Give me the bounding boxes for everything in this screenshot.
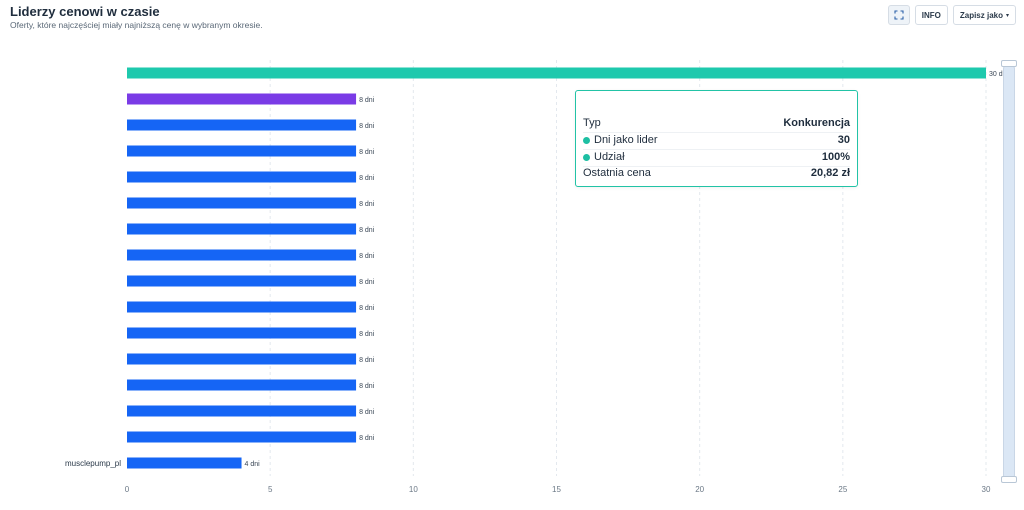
tooltip-row-value: 30 [837,134,850,146]
tooltip-separator [583,149,850,150]
bar[interactable] [127,145,357,157]
bar-value-label: 4 dni [245,461,261,468]
bar-value-label: 8 dni [359,435,375,442]
tooltip-row-label: Udział [583,151,625,163]
bar[interactable] [127,405,357,417]
bar-value-label: 8 dni [359,175,375,182]
bar-value-label: 8 dni [359,253,375,260]
tooltip-row-value: Konkurencja [783,117,850,129]
tooltip-separator [583,166,850,167]
bar[interactable] [127,171,357,183]
x-tick-label: 10 [409,485,418,494]
bar[interactable] [127,197,357,209]
tooltip-row-value: 100% [821,151,850,163]
tooltip-row: Udział 100% [583,149,850,165]
x-tick-label: 30 [982,485,991,494]
bar-value-label: 8 dni [359,279,375,286]
bar[interactable] [127,457,242,469]
tooltip-row: Dni jako lider 30 [583,132,850,148]
tooltip-row-label: Dni jako lider [583,134,658,146]
bar-value-label: 8 dni [359,149,375,156]
bar-value-label: 8 dni [359,201,375,208]
bar-value-label: 8 dni [359,357,375,364]
bar-value-label: 8 dni [359,409,375,416]
tooltip-row-label: Typ [583,117,601,129]
tooltip-row-value: 20,82 zł [810,167,850,179]
bar[interactable] [127,119,357,131]
chart-scrollbar-bottom-handle[interactable] [1001,476,1017,483]
category-label: musclepump_pl [65,459,121,468]
bar[interactable] [127,327,357,339]
x-tick-label: 25 [838,485,847,494]
x-tick-label: 15 [552,485,561,494]
save-as-label: Zapisz jako [959,10,1003,20]
tooltip-row: Ostatnia cena 20,82 zł [583,165,850,181]
bar-value-label: 8 dni [359,123,375,130]
bar-value-label: 8 dni [359,331,375,338]
bar[interactable] [127,67,986,79]
x-tick-label: 5 [268,485,273,494]
save-as-button[interactable]: Zapisz jako ▾ [952,5,1016,25]
bar[interactable] [127,353,357,365]
bar-value-label: 8 dni [359,383,375,390]
bar[interactable] [127,431,357,443]
bar-value-label: 30 dni [989,71,1009,78]
chart-scrollbar-track[interactable] [1003,63,1015,481]
series-marker-icon [583,136,590,144]
bar[interactable] [127,223,357,235]
tooltip-row-label: Ostatnia cena [583,167,651,179]
bar[interactable] [127,275,357,287]
bar[interactable] [127,93,357,105]
x-tick-label: 0 [125,485,130,494]
bar[interactable] [127,301,357,313]
info-button[interactable]: INFO [914,5,948,25]
page-subtitle: Oferty, które najczęściej miały najniższ… [10,20,263,30]
chart-scrollbar-top-handle[interactable] [1001,60,1017,67]
tooltip-row: Typ Konkurencja [583,115,850,131]
bar[interactable] [127,379,357,391]
expand-icon[interactable] [887,5,910,25]
page-title: Liderzy cenowi w czasie [10,4,160,19]
series-marker-icon [583,153,590,161]
bar-value-label: 8 dni [359,305,375,312]
tooltip-separator [583,132,850,133]
x-tick-label: 20 [695,485,704,494]
chart-tooltip: Typ Konkurencja Dni jako lider 30 Udział 100%… [575,90,858,187]
bar-value-label: 8 dni [359,97,375,104]
caret-down-icon: ▾ [1005,12,1009,19]
bar[interactable] [127,249,357,261]
bar-value-label: 8 dni [359,227,375,234]
chart-toolbar: INFO Zapisz jako ▾ [887,5,1016,25]
